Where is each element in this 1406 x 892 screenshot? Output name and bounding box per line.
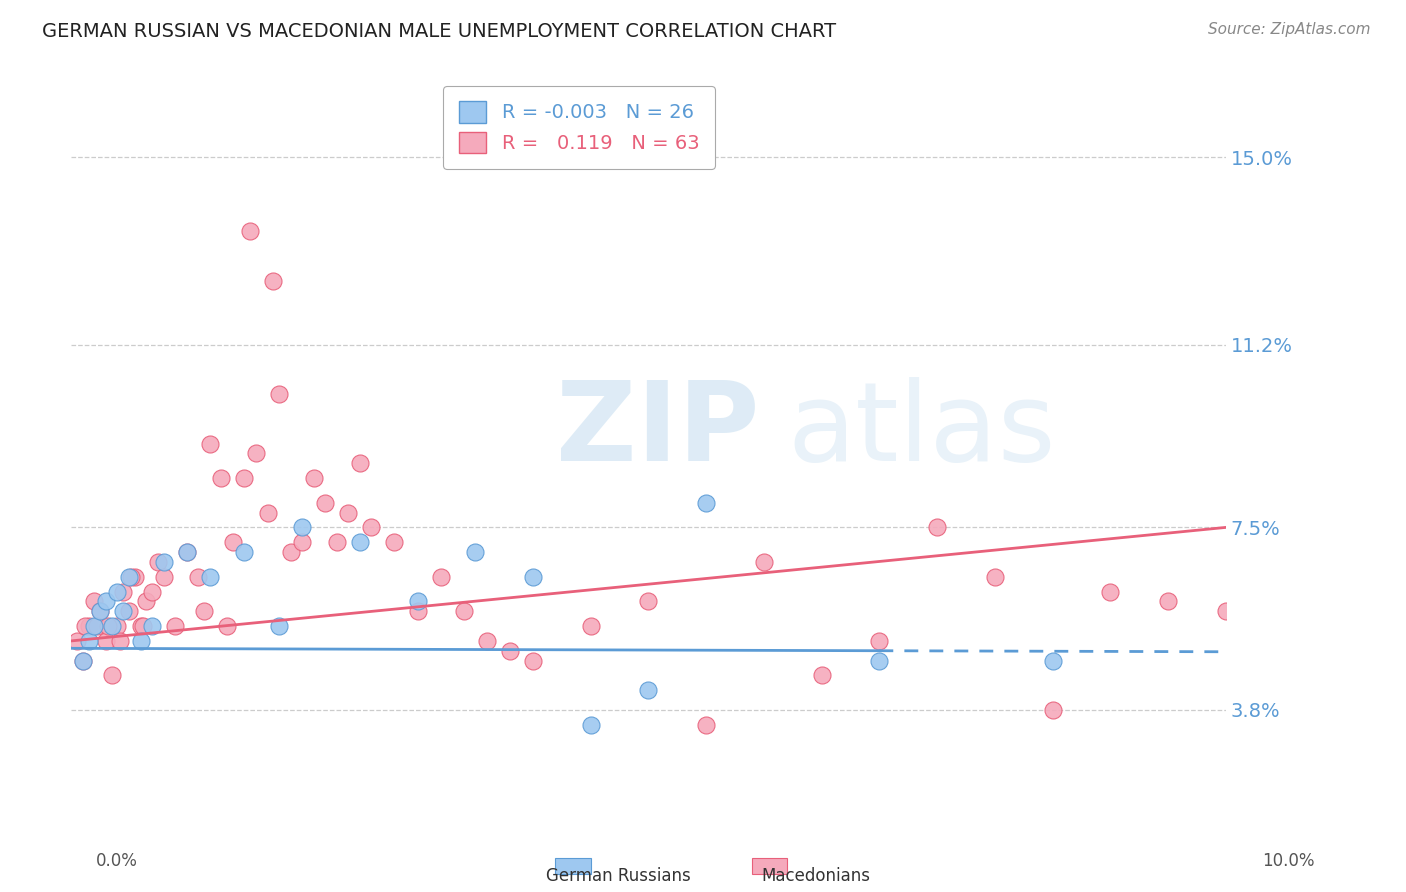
Point [349,535,371,549]
Point [222,535,245,549]
Point [118,570,141,584]
Point [132,619,155,633]
Point [499,644,522,658]
Text: 10.0%: 10.0% [1263,852,1315,870]
Point [1099,584,1122,599]
Point [77,634,100,648]
Point [141,619,163,633]
Point [927,520,949,534]
Point [112,584,135,599]
Point [695,496,717,510]
Legend: R = -0.003   N = 26, R =   0.119   N = 63: R = -0.003 N = 26, R = 0.119 N = 63 [443,86,716,169]
Point [326,535,349,549]
Point [429,570,451,584]
Point [522,570,544,584]
Point [107,584,129,599]
Point [94,594,117,608]
Point [198,436,221,450]
Point [198,570,221,584]
Point [83,619,105,633]
Point [77,619,100,633]
Point [72,654,94,668]
Point [233,545,256,559]
Point [256,506,278,520]
Point [83,594,105,608]
Point [135,594,157,608]
Point [89,604,111,618]
Point [108,634,131,648]
Point [810,668,832,682]
Point [112,604,135,618]
Point [97,619,120,633]
Point [1215,604,1237,618]
Point [475,634,498,648]
Point [984,570,1007,584]
Point [66,634,89,648]
Point [129,634,152,648]
Point [280,545,302,559]
Point [522,654,544,668]
Point [129,619,152,633]
Point [291,520,314,534]
Point [337,506,360,520]
Point [384,535,406,549]
Point [406,604,429,618]
Point [176,545,198,559]
Point [146,555,169,569]
Text: Macedonians: Macedonians [761,867,870,885]
Point [267,387,290,401]
Point [579,619,602,633]
Point [752,555,775,569]
Text: 0.0%: 0.0% [96,852,138,870]
Point [1157,594,1180,608]
Point [245,446,267,460]
Point [695,718,717,732]
Point [152,570,174,584]
Text: atlas: atlas [787,377,1056,484]
Point [637,594,659,608]
Point [239,224,262,238]
Point [579,718,602,732]
Point [72,654,94,668]
Point [107,619,129,633]
Point [89,604,111,618]
Point [86,619,108,633]
Point [314,496,336,510]
Point [267,619,290,633]
Point [152,555,174,569]
Point [209,471,232,485]
Point [1042,654,1064,668]
Point [100,668,122,682]
Point [94,634,117,648]
Point [141,584,163,599]
Point [176,545,198,559]
Point [124,570,146,584]
Point [233,471,256,485]
Point [165,619,187,633]
Point [360,520,382,534]
Point [217,619,239,633]
Point [464,545,486,559]
Text: ZIP: ZIP [557,377,759,484]
Text: German Russians: German Russians [547,867,690,885]
Point [118,604,141,618]
Point [100,619,122,633]
Point [75,619,97,633]
Text: GERMAN RUSSIAN VS MACEDONIAN MALE UNEMPLOYMENT CORRELATION CHART: GERMAN RUSSIAN VS MACEDONIAN MALE UNEMPL… [42,22,837,41]
Point [187,570,209,584]
Point [868,634,890,648]
Point [637,683,659,698]
Point [262,274,284,288]
Point [291,535,314,549]
Point [120,570,142,584]
Point [406,594,429,608]
Point [349,456,371,470]
Point [1042,703,1064,717]
Point [302,471,325,485]
Point [453,604,475,618]
Point [868,654,890,668]
Point [193,604,215,618]
Text: Source: ZipAtlas.com: Source: ZipAtlas.com [1208,22,1371,37]
